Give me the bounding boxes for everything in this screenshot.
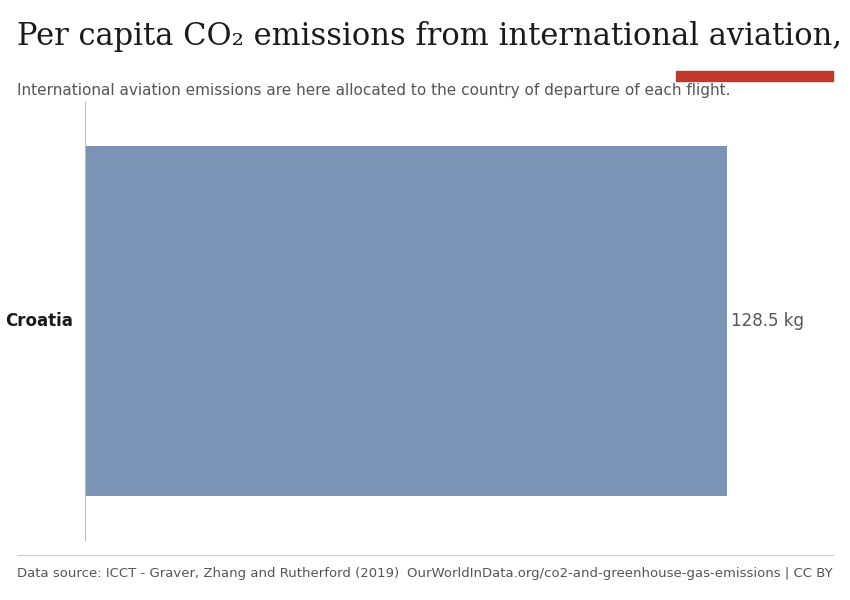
Text: Our World: Our World — [719, 24, 790, 37]
Bar — [85, 146, 728, 496]
Text: Per capita CO₂ emissions from international aviation, 2018: Per capita CO₂ emissions from internatio… — [17, 21, 850, 52]
Bar — [676, 71, 833, 81]
Text: International aviation emissions are here allocated to the country of departure : International aviation emissions are her… — [17, 83, 730, 98]
Text: 128.5 kg: 128.5 kg — [731, 312, 803, 330]
Text: Croatia: Croatia — [4, 312, 72, 330]
Text: in Data: in Data — [729, 47, 779, 60]
Text: Data source: ICCT - Graver, Zhang and Rutherford (2019): Data source: ICCT - Graver, Zhang and Ru… — [17, 567, 399, 580]
Text: OurWorldInData.org/co2-and-greenhouse-gas-emissions | CC BY: OurWorldInData.org/co2-and-greenhouse-ga… — [407, 567, 833, 580]
